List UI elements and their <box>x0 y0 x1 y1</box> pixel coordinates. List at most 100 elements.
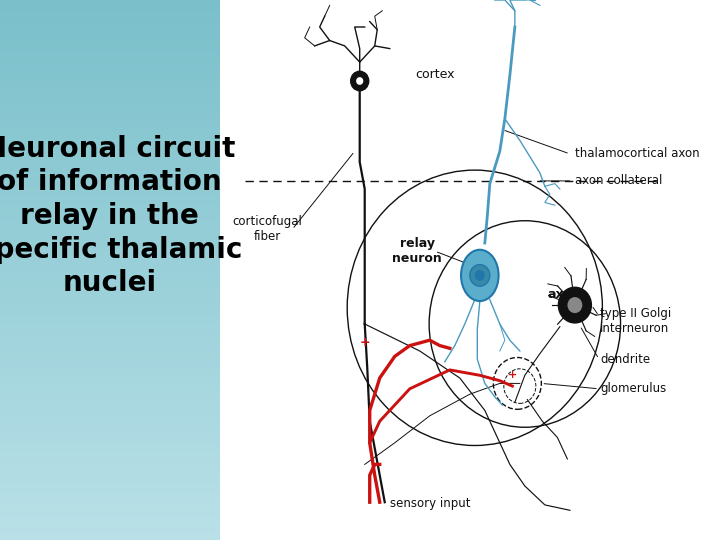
Bar <box>0 220 220 221</box>
Text: +: + <box>508 370 517 380</box>
Bar <box>0 414 220 416</box>
Bar <box>0 393 220 394</box>
Bar <box>0 432 220 434</box>
Bar <box>0 193 220 194</box>
Bar <box>0 58 220 59</box>
Bar <box>0 427 220 428</box>
Bar <box>0 133 220 135</box>
Bar <box>0 88 220 90</box>
Bar <box>0 142 220 144</box>
Bar <box>0 517 220 518</box>
Bar <box>0 69 220 70</box>
Bar <box>0 484 220 486</box>
Bar <box>0 380 220 382</box>
Bar <box>0 369 220 371</box>
Text: type II Golgi
interneuron: type II Golgi interneuron <box>600 307 671 335</box>
Bar <box>0 225 220 227</box>
Bar <box>0 110 220 112</box>
Bar <box>0 218 220 220</box>
Bar <box>0 389 220 390</box>
Bar <box>0 258 220 259</box>
Bar <box>0 351 220 353</box>
Bar <box>0 363 220 366</box>
Bar <box>0 434 220 436</box>
Bar <box>0 513 220 515</box>
Bar <box>0 390 220 393</box>
Bar <box>0 265 220 266</box>
Bar <box>0 236 220 238</box>
Bar <box>0 474 220 475</box>
Bar <box>0 96 220 97</box>
Bar <box>0 428 220 430</box>
Bar <box>0 140 220 142</box>
Bar <box>0 498 220 501</box>
Bar <box>0 353 220 355</box>
Bar <box>0 535 220 536</box>
Text: glomerulus: glomerulus <box>600 382 666 395</box>
Bar <box>0 518 220 520</box>
Bar <box>0 360 220 362</box>
Bar <box>0 447 220 448</box>
Bar <box>0 455 220 457</box>
Bar <box>0 515 220 517</box>
Bar <box>0 405 220 407</box>
Bar <box>0 108 220 110</box>
Bar <box>0 99 220 101</box>
Bar <box>0 196 220 198</box>
Bar <box>0 376 220 378</box>
Bar <box>0 261 220 263</box>
Bar <box>0 166 220 167</box>
Bar <box>0 241 220 243</box>
Bar <box>0 61 220 63</box>
Bar <box>0 139 220 140</box>
Bar <box>0 461 220 463</box>
Bar <box>0 85 220 86</box>
Bar <box>0 347 220 349</box>
Bar <box>0 290 220 292</box>
Bar <box>0 423 220 425</box>
Bar <box>0 398 220 400</box>
Text: relay
neuron: relay neuron <box>392 237 442 265</box>
Bar <box>0 223 220 225</box>
Bar <box>0 443 220 444</box>
Bar <box>0 486 220 488</box>
Bar <box>0 417 220 420</box>
Bar <box>0 524 220 525</box>
Bar <box>0 198 220 200</box>
Bar <box>0 227 220 228</box>
Bar <box>0 270 220 272</box>
Bar <box>0 309 220 312</box>
Bar <box>0 123 220 124</box>
Bar <box>0 293 220 295</box>
Bar <box>0 470 220 471</box>
Bar <box>0 248 220 250</box>
Bar <box>0 385 220 387</box>
Bar <box>0 254 220 255</box>
Bar <box>0 396 220 398</box>
Bar <box>0 131 220 133</box>
Bar <box>0 452 220 454</box>
Bar <box>0 412 220 414</box>
Bar <box>0 295 220 297</box>
Bar <box>0 475 220 477</box>
Bar <box>0 531 220 533</box>
Bar <box>0 329 220 331</box>
Bar <box>0 454 220 455</box>
Bar <box>0 39 220 42</box>
Bar <box>0 538 220 540</box>
Bar <box>0 301 220 302</box>
Bar <box>0 147 220 150</box>
Bar <box>0 340 220 342</box>
Bar <box>0 56 220 58</box>
Bar <box>0 189 220 191</box>
Bar <box>0 171 220 173</box>
Text: axon collateral: axon collateral <box>575 174 662 187</box>
Bar <box>0 477 220 479</box>
Bar <box>0 178 220 180</box>
Bar <box>0 504 220 506</box>
Bar <box>0 164 220 166</box>
Bar <box>0 70 220 72</box>
Bar <box>0 522 220 524</box>
Bar <box>0 304 220 306</box>
Bar <box>0 509 220 511</box>
